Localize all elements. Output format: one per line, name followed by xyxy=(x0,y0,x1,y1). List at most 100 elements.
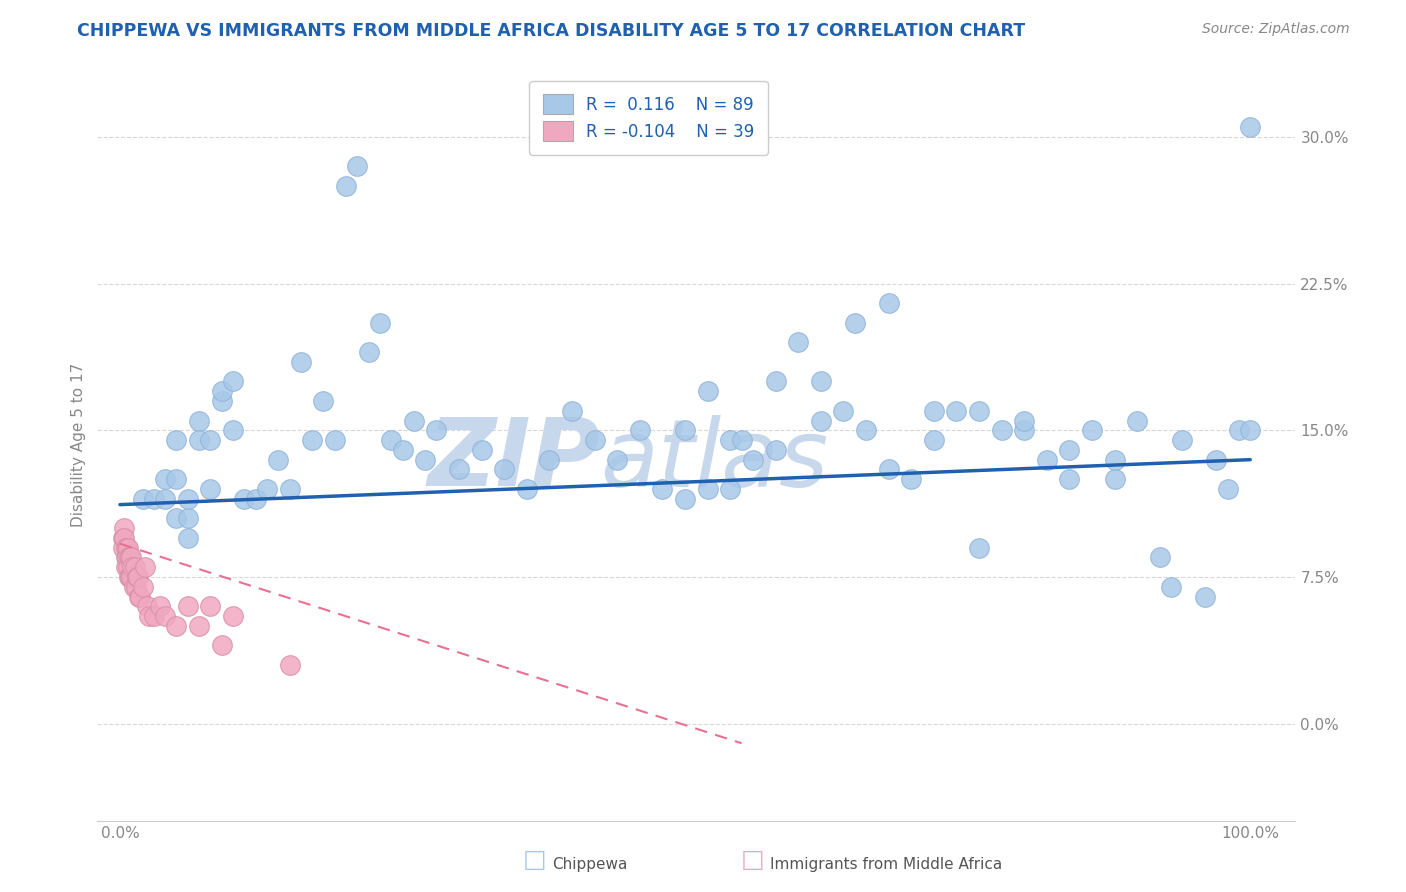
Legend: R =  0.116    N = 89, R = -0.104    N = 39: R = 0.116 N = 89, R = -0.104 N = 39 xyxy=(529,80,768,154)
Point xyxy=(278,658,301,673)
Point xyxy=(188,433,211,447)
Point xyxy=(166,472,188,486)
Point xyxy=(877,296,900,310)
Point xyxy=(118,570,141,584)
Point xyxy=(120,570,142,584)
Text: Source: ZipAtlas.com: Source: ZipAtlas.com xyxy=(1202,22,1350,37)
Point xyxy=(120,550,142,565)
Point xyxy=(142,609,165,624)
Point xyxy=(114,550,136,565)
Point xyxy=(1160,580,1182,594)
Point xyxy=(494,462,516,476)
Point xyxy=(112,541,135,555)
Point xyxy=(200,482,222,496)
Point xyxy=(696,482,718,496)
Text: atlas: atlas xyxy=(600,415,828,506)
Point xyxy=(787,335,810,350)
Point xyxy=(673,423,696,437)
Point xyxy=(967,541,990,555)
Text: □: □ xyxy=(523,848,546,872)
Point xyxy=(561,403,583,417)
Point xyxy=(112,531,135,545)
Point xyxy=(1171,433,1194,447)
Point xyxy=(357,345,380,359)
Point xyxy=(380,433,402,447)
Point xyxy=(114,560,136,574)
Point xyxy=(1216,482,1239,496)
Point xyxy=(117,560,139,574)
Point xyxy=(651,482,673,496)
Point xyxy=(471,442,494,457)
Point xyxy=(222,609,245,624)
Point xyxy=(810,413,832,427)
Point xyxy=(1012,423,1035,437)
Point xyxy=(696,384,718,399)
Point xyxy=(117,541,139,555)
Point xyxy=(922,403,945,417)
Point xyxy=(131,491,153,506)
Point xyxy=(211,394,233,409)
Text: ZIP: ZIP xyxy=(427,414,600,506)
Point xyxy=(538,452,561,467)
Point xyxy=(628,423,651,437)
Point xyxy=(516,482,538,496)
Point xyxy=(256,482,278,496)
Point xyxy=(115,541,138,555)
Point xyxy=(188,413,211,427)
Text: □: □ xyxy=(741,848,763,872)
Point xyxy=(122,580,145,594)
Point xyxy=(855,423,877,437)
Point xyxy=(1059,442,1081,457)
Point xyxy=(120,550,142,565)
Point xyxy=(177,511,200,525)
Point xyxy=(877,462,900,476)
Point xyxy=(115,550,138,565)
Point xyxy=(922,433,945,447)
Point xyxy=(124,560,146,574)
Point xyxy=(1227,423,1250,437)
Point xyxy=(583,433,606,447)
Point xyxy=(990,423,1012,437)
Point xyxy=(730,433,752,447)
Point xyxy=(1239,423,1261,437)
Point xyxy=(810,375,832,389)
Point xyxy=(368,316,391,330)
Point xyxy=(114,521,136,535)
Point xyxy=(391,442,413,457)
Point xyxy=(447,462,470,476)
Point xyxy=(233,491,256,506)
Point xyxy=(1126,413,1149,427)
Point xyxy=(765,442,787,457)
Point xyxy=(1081,423,1104,437)
Point xyxy=(188,619,211,633)
Point xyxy=(290,355,312,369)
Point xyxy=(1059,472,1081,486)
Point xyxy=(114,531,136,545)
Point xyxy=(844,316,866,330)
Text: CHIPPEWA VS IMMIGRANTS FROM MIDDLE AFRICA DISABILITY AGE 5 TO 17 CORRELATION CHA: CHIPPEWA VS IMMIGRANTS FROM MIDDLE AFRIC… xyxy=(77,22,1025,40)
Point xyxy=(148,599,170,614)
Point xyxy=(1012,413,1035,427)
Point xyxy=(312,394,335,409)
Point xyxy=(118,550,141,565)
Point xyxy=(1149,550,1171,565)
Point xyxy=(718,482,741,496)
Point xyxy=(114,541,136,555)
Point xyxy=(166,511,188,525)
Point xyxy=(125,570,148,584)
Point xyxy=(125,580,148,594)
Text: Chippewa: Chippewa xyxy=(553,857,628,872)
Point xyxy=(1036,452,1059,467)
Point xyxy=(742,452,765,467)
Point xyxy=(402,413,425,427)
Point xyxy=(346,159,368,173)
Point xyxy=(413,452,436,467)
Text: Immigrants from Middle Africa: Immigrants from Middle Africa xyxy=(770,857,1002,872)
Point xyxy=(127,570,149,584)
Point xyxy=(131,580,153,594)
Point xyxy=(1104,452,1126,467)
Point xyxy=(166,619,188,633)
Point xyxy=(136,599,159,614)
Point xyxy=(121,560,143,574)
Point xyxy=(900,472,922,486)
